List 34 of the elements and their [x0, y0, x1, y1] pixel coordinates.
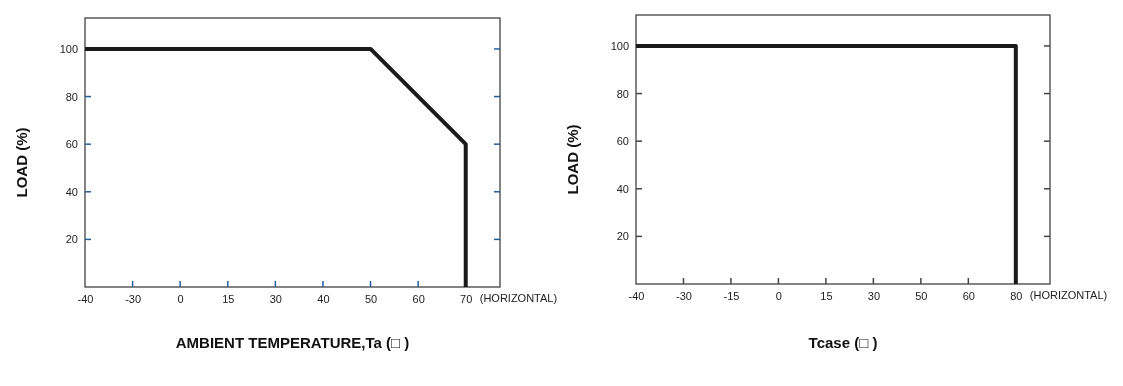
x-tick-label: 70 [460, 292, 473, 305]
x-tick-label: 0 [775, 289, 782, 302]
y-tick-label: 20 [616, 230, 629, 243]
y-axis-title: LOAD (%) [564, 124, 581, 195]
y-tick-label: 100 [59, 42, 78, 55]
y-tick-label: 80 [65, 90, 78, 103]
y-tick-label: 60 [616, 135, 629, 148]
y-tick-label: 80 [616, 87, 629, 100]
x-tick-label: 0 [177, 292, 184, 305]
x-tick-label: -30 [676, 289, 692, 302]
x-tick-label: 40 [317, 292, 330, 305]
text: (HORIZONTAL) [1029, 289, 1108, 301]
x-tick-label: 30 [867, 289, 881, 302]
text: (HORIZONTAL) [479, 292, 558, 304]
x-tick-label: 60 [412, 292, 425, 305]
x-tick-label: 30 [269, 292, 282, 305]
x-tick-label: -40 [77, 292, 94, 305]
y-tick-label: 100 [610, 39, 629, 52]
x-tick-label: 50 [915, 289, 928, 302]
x-tick-label: -40 [628, 289, 645, 302]
y-tick-label: 40 [65, 185, 78, 198]
x-tick-label: 15 [820, 289, 833, 302]
x-axis-title: AMBIENT TEMPERATURE,Ta (□ ) [175, 334, 410, 351]
y-tick-label: 40 [616, 182, 629, 195]
x-tick-label: -15 [723, 289, 740, 302]
x-tick-label: 60 [962, 289, 975, 302]
x-axis-title: Tcase (□ ) [808, 334, 878, 351]
x-tick-label: 50 [364, 292, 378, 305]
x-tick-label: 15 [222, 292, 235, 305]
y-tick-label: 20 [65, 233, 78, 246]
x-tick-label: -30 [125, 292, 142, 305]
y-tick-label: 60 [65, 138, 78, 151]
y-axis-title: LOAD (%) [13, 127, 30, 198]
x-tick-label: 80 [1010, 289, 1023, 302]
